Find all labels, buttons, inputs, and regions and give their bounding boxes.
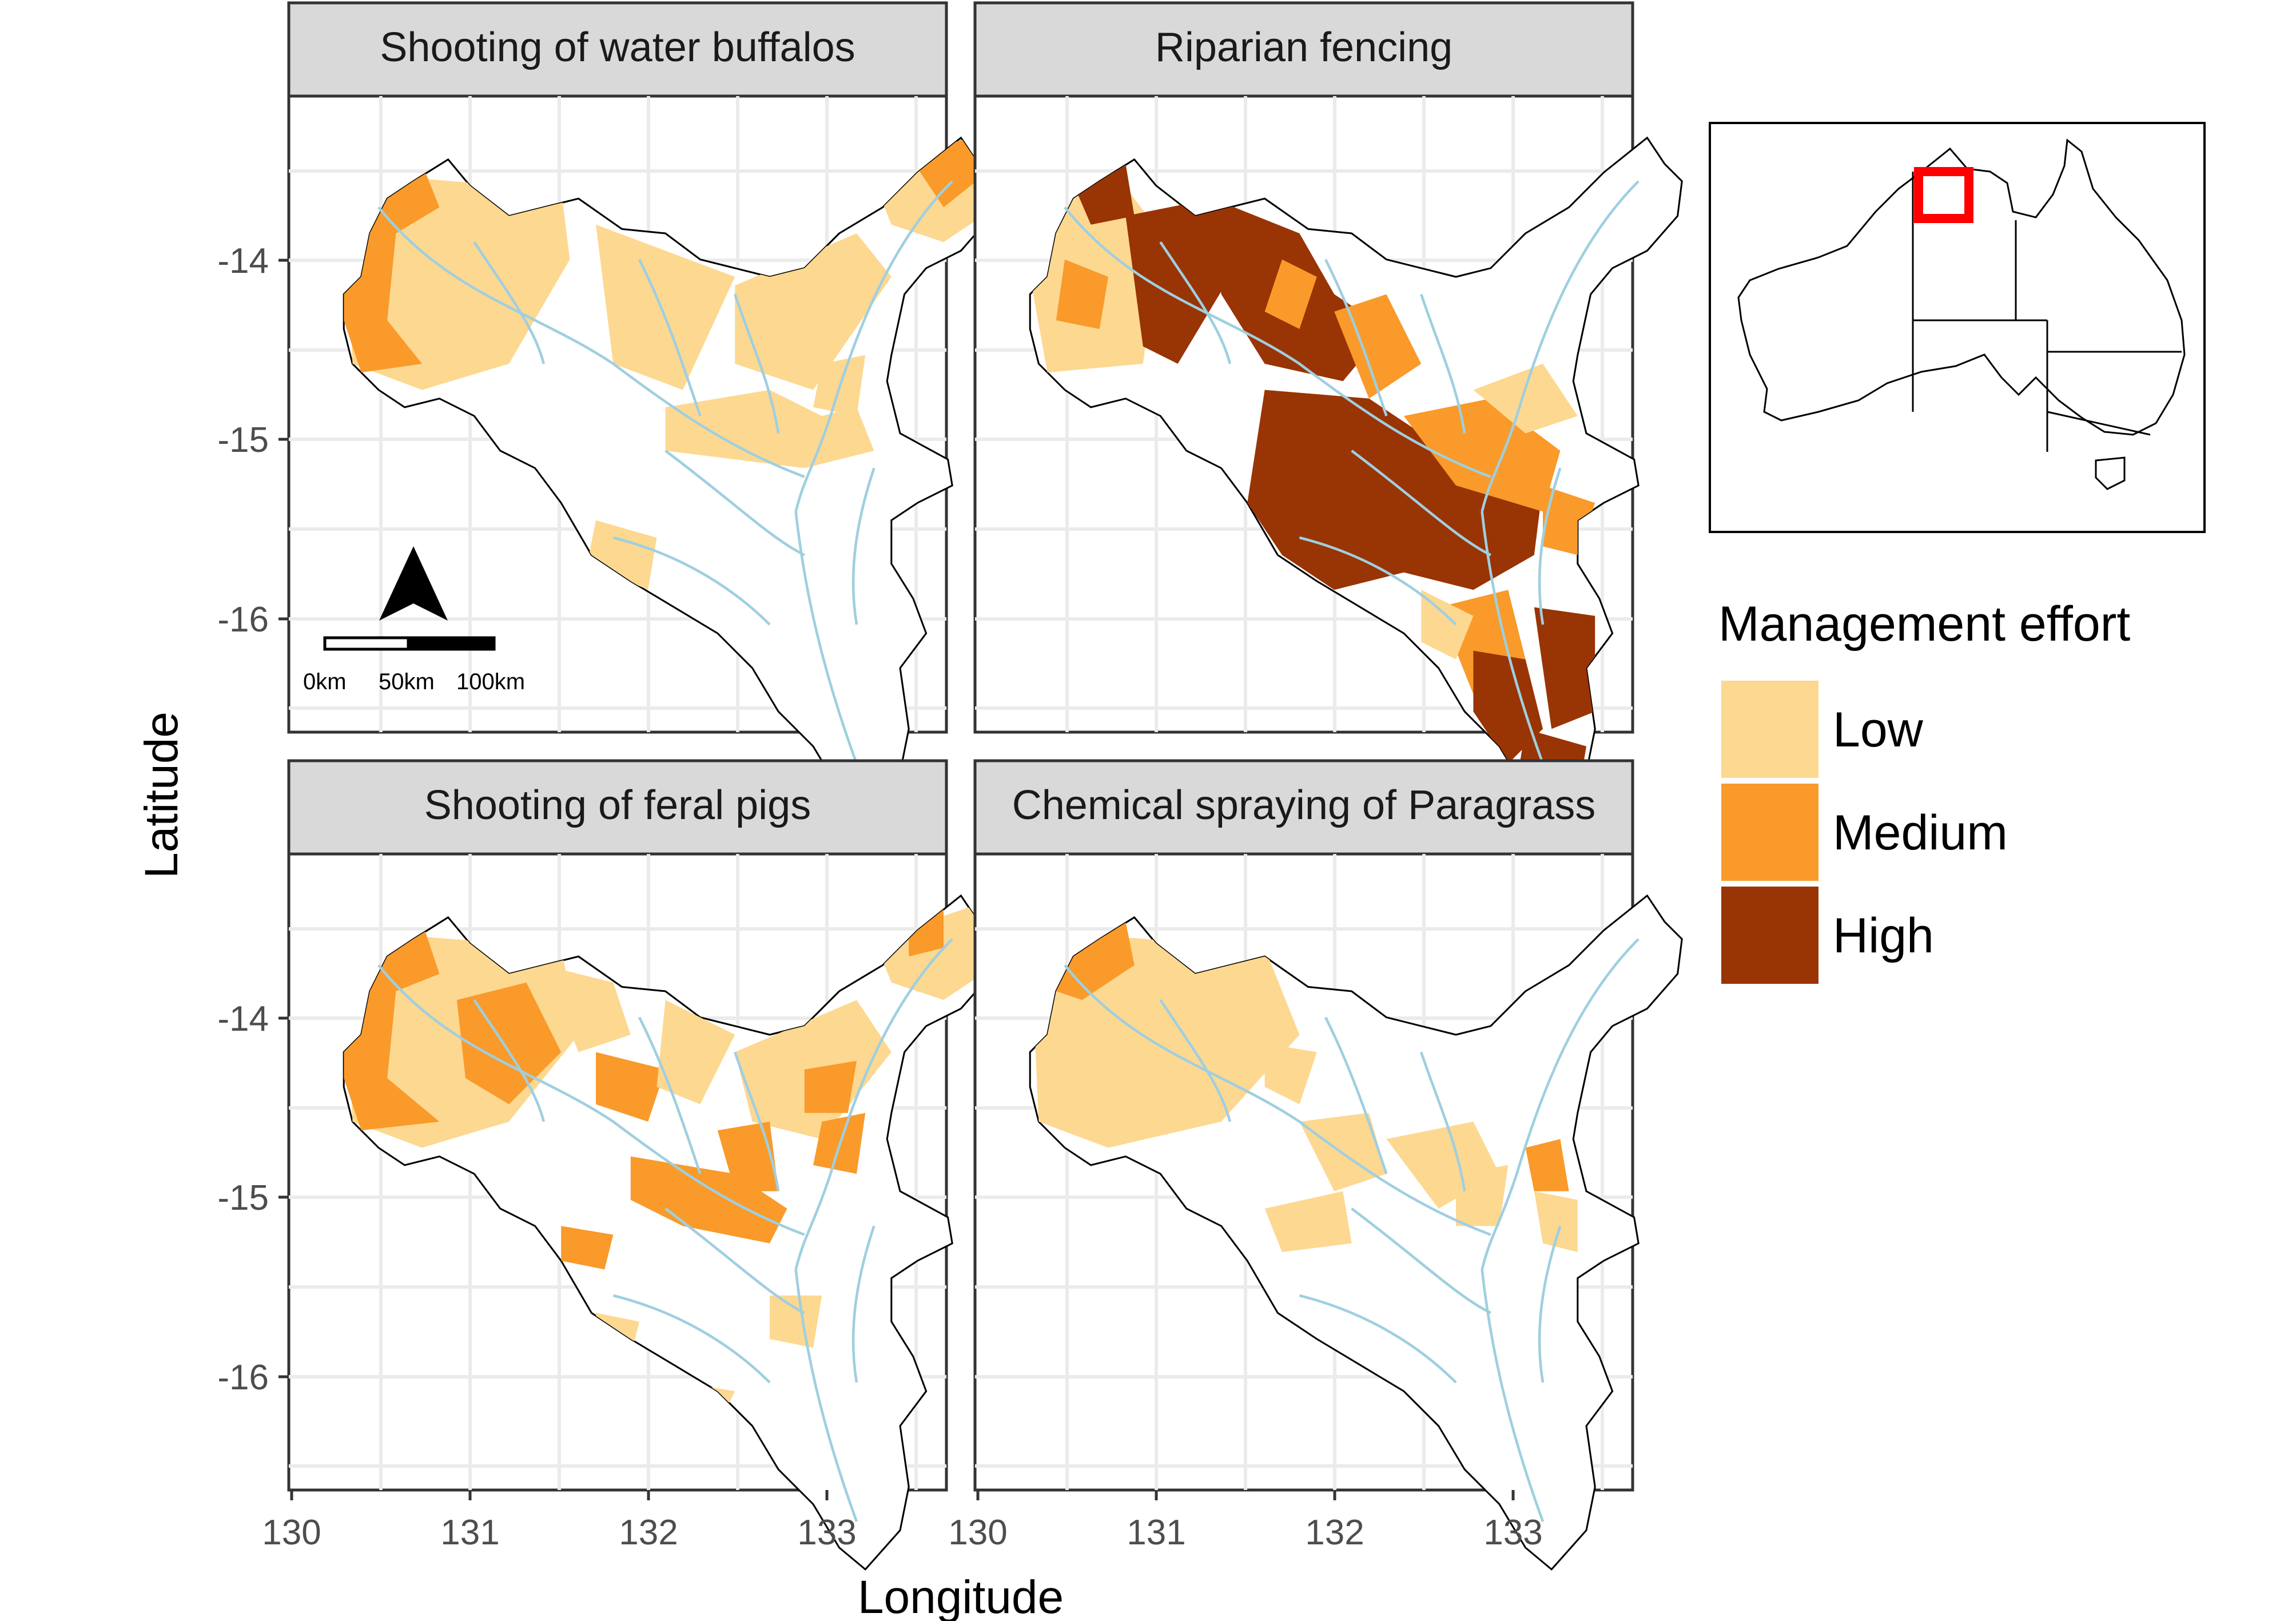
scalebar: 0km 50km 100km [303,546,525,694]
panel-title: Shooting of water buffalos [380,25,855,70]
y-ticks [278,259,289,1378]
study-area-highlight [1914,167,1973,223]
state-borders [1912,172,2182,452]
effort-zones [1030,921,1578,1252]
panel-chemical-spraying-paragrass: Chemical spraying of Paragrass [973,759,1683,1571]
y-tick-label: -14 [217,999,269,1039]
tasmania-outline [2095,456,2126,490]
x-tick-label: 133 [1483,1513,1542,1552]
panel-riparian-fencing: Riparian fencing [973,1,1683,813]
y-tick-label: -15 [217,420,269,460]
x-tick-label: 132 [619,1513,678,1552]
panel-shooting-feral-pigs: Shooting of feral pigs [287,759,997,1571]
legend-swatch-medium [1721,784,1819,881]
x-tick-label: 131 [440,1513,499,1552]
panel-shooting-water-buffalos: Shooting of water buffalos [287,1,997,813]
y-axis-title: Latitude [136,712,188,879]
x-tick-label: 132 [1305,1513,1364,1552]
australia-outline [1737,138,2186,436]
scalebar-label-0: 0km [303,669,347,694]
x-tick-label: 130 [948,1513,1007,1552]
scalebar-label-100: 100km [456,669,525,694]
river-network [1064,180,1640,764]
panel-strip [973,759,1634,856]
y-tick-label: -14 [217,241,269,281]
x-tick-label: 131 [1127,1513,1185,1552]
catchment-map [1029,894,1683,1571]
scalebar-label-50: 50km [379,669,435,694]
scalebar-black-segment [407,636,496,651]
catchment-map [1029,136,1683,813]
legend-title: Management effort [1718,597,2130,651]
scalebar-white-segment [323,636,410,651]
panel-title: Shooting of feral pigs [424,782,811,828]
panel-strip [973,1,1634,98]
x-axis-title: Longitude [858,1571,1064,1621]
legend-label-medium: Medium [1833,805,2008,860]
legend: Management effort Low Medium High [1718,597,2130,984]
panel-title: Chemical spraying of Paragrass [1012,782,1595,828]
inset-australia-map [1709,122,2206,533]
legend-label-low: Low [1833,702,1924,757]
x-ticks [290,1490,1515,1500]
x-axis: 130 131 132 133 130 131 132 133 [262,1490,1543,1552]
river-network [377,938,953,1522]
y-axis: -14 -15 -16 -14 -15 -16 [217,241,289,1397]
x-tick-label: 130 [262,1513,321,1552]
y-tick-label: -16 [217,1358,269,1397]
river-network [1064,938,1640,1522]
x-tick-label: 133 [797,1513,856,1552]
north-arrow-icon [379,546,448,621]
legend-swatch-high [1721,887,1819,984]
y-tick-label: -16 [217,600,269,639]
legend-label-high: High [1833,908,1934,963]
y-tick-label: -15 [217,1178,269,1218]
river-network [377,180,953,764]
panel-title: Riparian fencing [1155,25,1453,70]
panel-strip [287,759,948,856]
panel-strip [287,1,948,98]
legend-swatch-low [1721,681,1819,778]
